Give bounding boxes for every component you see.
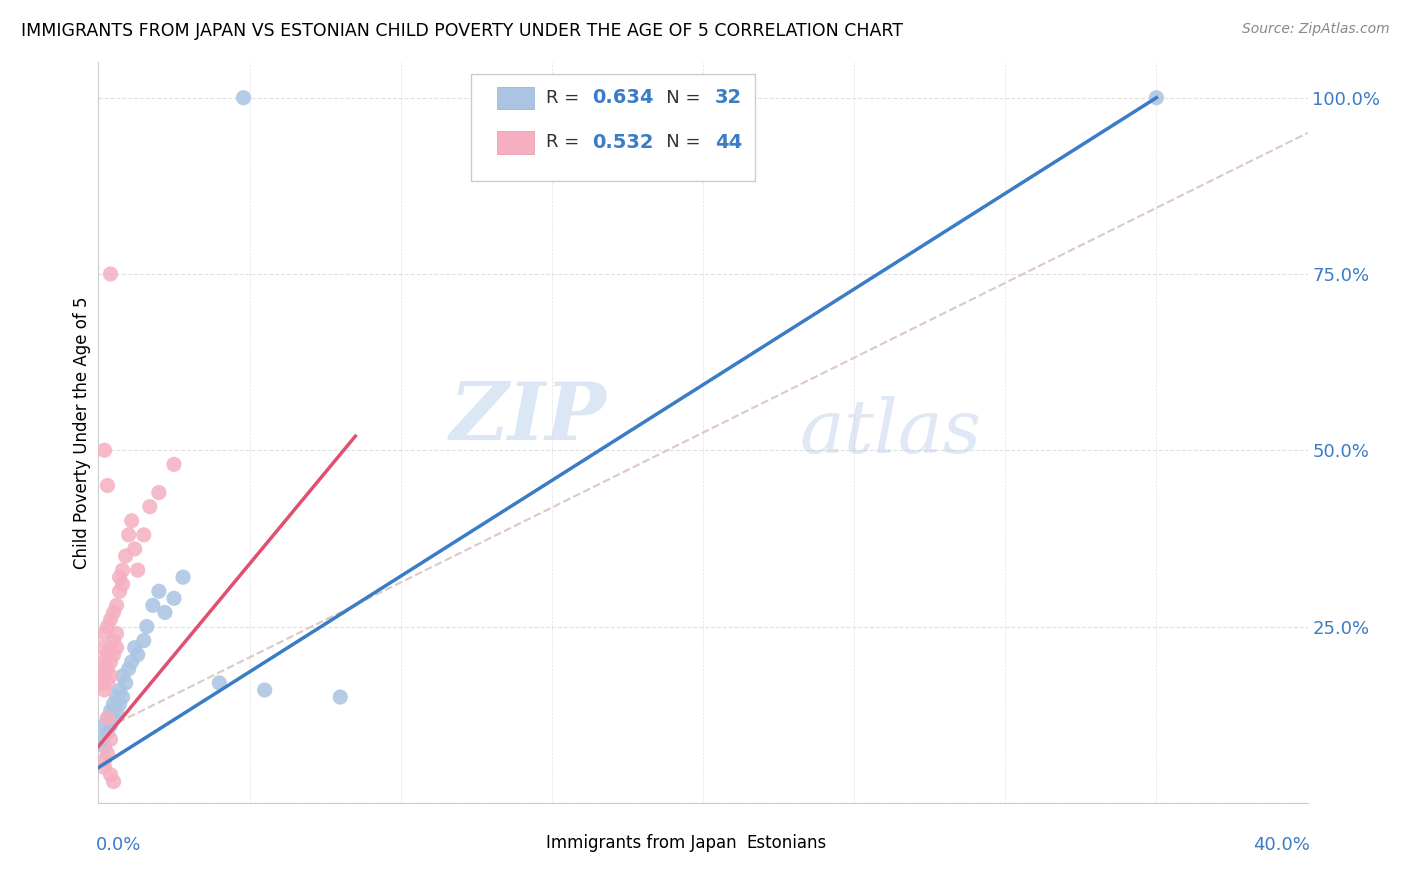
Point <box>111 577 134 591</box>
FancyBboxPatch shape <box>716 835 742 851</box>
Text: 0.0%: 0.0% <box>96 836 142 855</box>
Point <box>90 640 112 655</box>
Point <box>208 676 231 690</box>
Point <box>100 267 122 281</box>
Point <box>103 648 125 662</box>
Point <box>127 563 149 577</box>
Text: Estonians: Estonians <box>747 834 827 852</box>
Point <box>111 563 134 577</box>
Y-axis label: Child Poverty Under the Age of 5: Child Poverty Under the Age of 5 <box>73 296 91 569</box>
Point <box>96 648 118 662</box>
Point <box>100 718 122 732</box>
Point <box>96 711 118 725</box>
Point <box>135 619 157 633</box>
Point <box>108 570 131 584</box>
Text: IMMIGRANTS FROM JAPAN VS ESTONIAN CHILD POVERTY UNDER THE AGE OF 5 CORRELATION C: IMMIGRANTS FROM JAPAN VS ESTONIAN CHILD … <box>21 22 903 40</box>
Point <box>105 640 128 655</box>
Text: 0.634: 0.634 <box>592 88 654 107</box>
Point <box>153 606 176 620</box>
Point <box>232 91 254 105</box>
Point <box>93 669 115 683</box>
Point <box>108 584 131 599</box>
Point <box>148 485 170 500</box>
Point <box>172 570 194 584</box>
Text: 32: 32 <box>716 88 742 107</box>
Point <box>105 626 128 640</box>
Point <box>121 655 143 669</box>
Point <box>103 633 125 648</box>
Point <box>93 754 115 768</box>
Text: Immigrants from Japan: Immigrants from Japan <box>546 834 737 852</box>
Point <box>103 774 125 789</box>
Point <box>111 690 134 704</box>
Point <box>121 514 143 528</box>
Point <box>93 683 115 698</box>
Point <box>100 612 122 626</box>
Text: 44: 44 <box>716 133 742 152</box>
Point <box>96 619 118 633</box>
Point <box>93 443 115 458</box>
Point <box>105 599 128 613</box>
Point <box>96 478 118 492</box>
Point <box>114 676 136 690</box>
Point <box>93 718 115 732</box>
Point <box>124 640 146 655</box>
FancyBboxPatch shape <box>471 73 755 181</box>
Point <box>329 690 352 704</box>
Point <box>93 760 115 774</box>
Point <box>114 549 136 563</box>
Point <box>100 640 122 655</box>
Point <box>142 599 165 613</box>
Point <box>96 711 118 725</box>
Point <box>105 704 128 718</box>
Text: N =: N = <box>648 89 706 107</box>
Point <box>103 606 125 620</box>
Text: Source: ZipAtlas.com: Source: ZipAtlas.com <box>1241 22 1389 37</box>
Point <box>103 711 125 725</box>
Text: 40.0%: 40.0% <box>1253 836 1310 855</box>
Point <box>96 676 118 690</box>
Point <box>139 500 162 514</box>
Point <box>105 690 128 704</box>
Point <box>96 725 118 739</box>
Point <box>163 591 186 606</box>
Point <box>253 683 276 698</box>
Text: atlas: atlas <box>800 396 981 469</box>
Point <box>132 633 155 648</box>
Point <box>163 458 186 472</box>
Point <box>96 747 118 761</box>
Point <box>90 676 112 690</box>
Point <box>108 683 131 698</box>
Point <box>118 662 141 676</box>
Point <box>93 739 115 754</box>
Point <box>93 655 115 669</box>
Point <box>148 584 170 599</box>
Text: R =: R = <box>546 134 585 152</box>
FancyBboxPatch shape <box>498 131 534 153</box>
Point <box>100 669 122 683</box>
Point <box>100 767 122 781</box>
Point <box>93 626 115 640</box>
Point <box>100 732 122 747</box>
Point <box>118 528 141 542</box>
Text: 0.532: 0.532 <box>592 133 654 152</box>
Point <box>108 697 131 711</box>
Point <box>100 655 122 669</box>
Point <box>124 541 146 556</box>
Point <box>132 528 155 542</box>
Text: ZIP: ZIP <box>450 379 606 457</box>
FancyBboxPatch shape <box>516 835 543 851</box>
Point <box>90 732 112 747</box>
Point <box>100 704 122 718</box>
Point <box>96 662 118 676</box>
Point <box>90 662 112 676</box>
Text: R =: R = <box>546 89 585 107</box>
FancyBboxPatch shape <box>498 87 534 109</box>
Point <box>103 697 125 711</box>
Point <box>1144 91 1167 105</box>
Point <box>111 669 134 683</box>
Point <box>127 648 149 662</box>
Text: N =: N = <box>648 134 706 152</box>
